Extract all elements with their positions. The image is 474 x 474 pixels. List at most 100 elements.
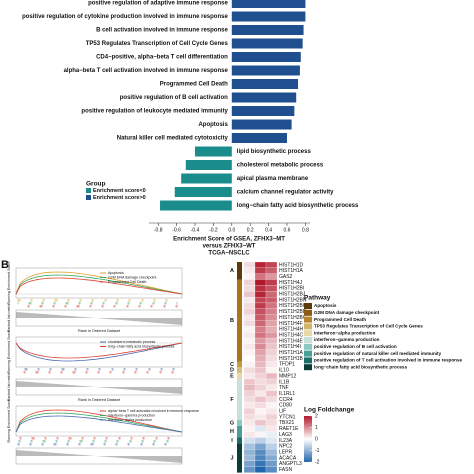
heatmap-cell: [254, 431, 267, 438]
heatmap-cell: [265, 408, 278, 415]
heatmap-cell: [254, 443, 267, 450]
heatmap-cell: [265, 302, 278, 309]
ranked-metric: [16, 381, 182, 394]
category-label: positive regulation of cytokine producti…: [22, 14, 228, 20]
heatmap-cell: [254, 302, 267, 309]
legend-label: G2M DNA damage checkpoint: [314, 310, 380, 315]
heatmap-cell: [243, 343, 256, 350]
legend-swatch: [304, 309, 312, 316]
category-label: positive regulation of adaptive immune r…: [88, 1, 228, 7]
legend-label: interferon−gamma production: [108, 413, 155, 417]
group-strip: [237, 419, 242, 426]
y-axis-title: Ranked list metric: [7, 373, 11, 402]
gene-label: ANGPTL3: [279, 461, 302, 467]
x-tick-label: 0.4: [265, 227, 272, 233]
group-label: C: [230, 362, 234, 368]
group-strip: [237, 361, 242, 368]
x-axis-title: TCGA−NSCLC: [208, 251, 250, 257]
heatmap-cell: [254, 355, 267, 362]
gene-label: IL10: [279, 368, 289, 374]
bar: [181, 173, 232, 184]
heatmap-cell: [254, 373, 267, 380]
legend-title: Group: [86, 181, 106, 188]
heatmap-cell: [254, 332, 267, 339]
heatmap-cell: [265, 414, 278, 421]
x-tick-label: 0.6: [284, 227, 291, 233]
bar: [231, 106, 295, 116]
heatmap-cell: [254, 337, 267, 344]
gene-label: IL23A: [279, 438, 293, 444]
heatmap-cell: [265, 425, 278, 432]
heatmap-cell: [265, 297, 278, 304]
category-label: TP53 Regulates Transcription of Cell Cyc…: [86, 41, 229, 47]
legend-label: Programmed Cell Death: [108, 280, 147, 284]
heatmap-cell: [265, 291, 278, 298]
heatmap-cell: [243, 349, 256, 356]
group-strip: [237, 379, 242, 420]
gene-label: HIST1H4J: [279, 280, 303, 286]
gene-label: TBX21: [279, 420, 295, 426]
group-strip: [237, 437, 242, 444]
colorbar: [304, 416, 312, 462]
heatmap-cell: [243, 320, 256, 327]
legend-label: positive regulation of T cell activation…: [314, 358, 462, 363]
colorbar-tick-label: 1: [315, 425, 318, 431]
bar: [231, 0, 306, 8]
heatmap-cell: [243, 396, 256, 403]
heatmap-cell: [254, 361, 267, 368]
heatmap-cell: [254, 419, 267, 426]
heatmap-cell: [265, 384, 278, 391]
gene-label: YTCN1: [279, 414, 296, 420]
heatmap-cell: [243, 314, 256, 321]
es-curve: [15, 277, 183, 295]
heatmap-cell: [265, 326, 278, 333]
legend-swatch: [304, 323, 312, 330]
heatmap-cell: [254, 279, 267, 286]
gene-label: HIST1H4I: [279, 344, 301, 350]
heatmap-cell: [265, 308, 278, 315]
y-axis-title: Running Enrichment Score: [7, 331, 11, 374]
heatmap-cell: [265, 378, 278, 385]
heatmap-cell: [243, 431, 256, 438]
group-label: F: [230, 397, 234, 403]
gene-label: CD80: [279, 403, 292, 409]
es-curve: [15, 271, 183, 295]
heatmap-cell: [265, 443, 278, 450]
category-label: Natural killer cell mediated cytotoxicit…: [117, 136, 229, 142]
gene-label: NPC2: [279, 444, 293, 450]
category-label: Apoptosis: [198, 122, 228, 128]
heatmap-cell: [254, 320, 267, 327]
gene-label: LIF: [279, 409, 286, 415]
es-frame: [15, 336, 183, 368]
x-tick-label: -0.2: [209, 227, 218, 233]
heatmap-cell: [254, 466, 267, 473]
legend-label: Programmed Cell Death: [314, 317, 366, 322]
heatmap-cell: [254, 291, 267, 298]
legend-swatch: [304, 316, 312, 323]
gene-label: MMP12: [279, 373, 296, 379]
y-axis-title: Running Enrichment Score: [7, 400, 11, 443]
heatmap-cell: [243, 332, 256, 339]
x-tick-label: 0.8: [302, 227, 309, 233]
legend-label: long−chain fatty acid biosynthetic proce…: [108, 344, 175, 348]
heatmap-cell: [254, 402, 267, 409]
category-label: long−chain fatty acid biosynthetic proce…: [237, 203, 359, 209]
heatmap-cell: [243, 373, 256, 380]
gene-label: LAG3: [279, 432, 292, 438]
group-strip: [237, 443, 242, 473]
colorbar-tick-label: -1: [315, 448, 320, 454]
heatmap-cell: [254, 285, 267, 292]
heatmap-cell: [243, 390, 256, 397]
heatmap-cell: [265, 367, 278, 374]
group-label: J: [230, 455, 233, 461]
heatmap-cell: [254, 454, 267, 461]
heatmap-cell: [265, 314, 278, 321]
group-label: D: [230, 368, 234, 374]
heatmap-cell: [243, 449, 256, 456]
heatmap-cell: [254, 378, 267, 385]
heatmap-cell: [265, 402, 278, 409]
heatmap-cell: [243, 384, 256, 391]
gene-label: FASN: [279, 467, 292, 473]
